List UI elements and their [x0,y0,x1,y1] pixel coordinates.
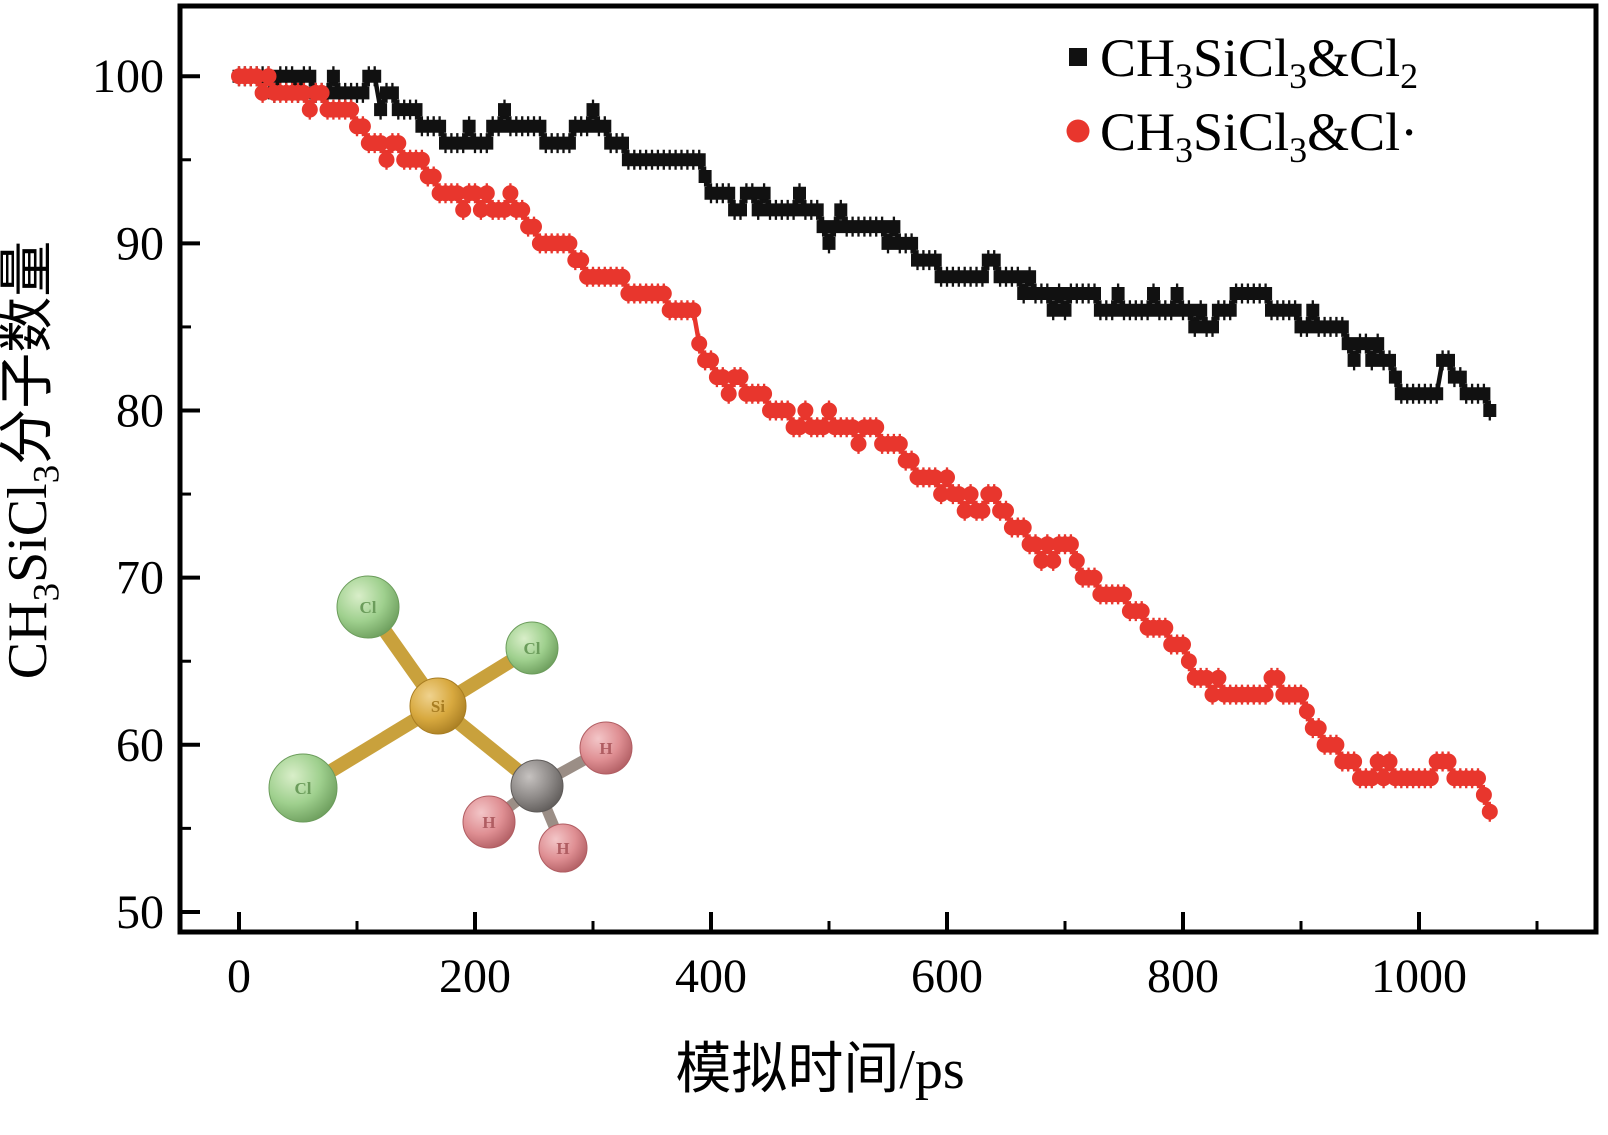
legend-label: CH3SiCl3&Cl2 [1100,28,1418,96]
axes [180,74,1539,932]
x-tick-label: 800 [1147,950,1219,1003]
y-tick-label: 70 [116,552,164,605]
y-tick-label: 60 [116,719,164,772]
y-tick-label: 50 [116,886,164,939]
x-tick-label: 1000 [1371,950,1467,1003]
y-tick-label: 90 [116,217,164,270]
y-tick-label: 80 [116,384,164,437]
atom-si [409,677,467,735]
series-whiskers [237,66,1491,421]
series-ch3sicl3-and-cl-radical [231,66,1498,822]
atom-cl [505,621,559,675]
molecule-inset [268,575,633,873]
atom-label-h: H [556,839,569,858]
plot-frame [177,3,1599,935]
atom-label-si: Si [431,697,445,716]
x-tick-label: 200 [439,950,511,1003]
x-axis-title: 模拟时间/ps [675,1039,964,1101]
legend-label: CH3SiCl3&Cl· [1100,102,1418,170]
atom-label-h: H [482,813,495,832]
x-tick-label: 400 [675,950,747,1003]
atom-c [510,759,564,813]
x-tick-label: 600 [911,950,983,1003]
x-tick-label: 0 [227,950,251,1003]
atom-cl [268,753,338,823]
atom-h [538,823,588,873]
atom-h [462,795,516,849]
atom-label-cl: Cl [295,779,312,798]
atom-label-h: H [599,739,612,758]
legend-circle-marker [1066,119,1090,143]
y-tick-label: 100 [92,50,164,103]
atom-label-cl: Cl [524,639,541,658]
atom-h [579,721,633,775]
legend-square-marker [1069,48,1087,66]
atom-label-cl: Cl [360,598,377,617]
circle-markers [231,68,1498,820]
atom-cl [336,575,400,639]
y-axis-title: CH3SiCl3分子数量 [0,241,67,679]
